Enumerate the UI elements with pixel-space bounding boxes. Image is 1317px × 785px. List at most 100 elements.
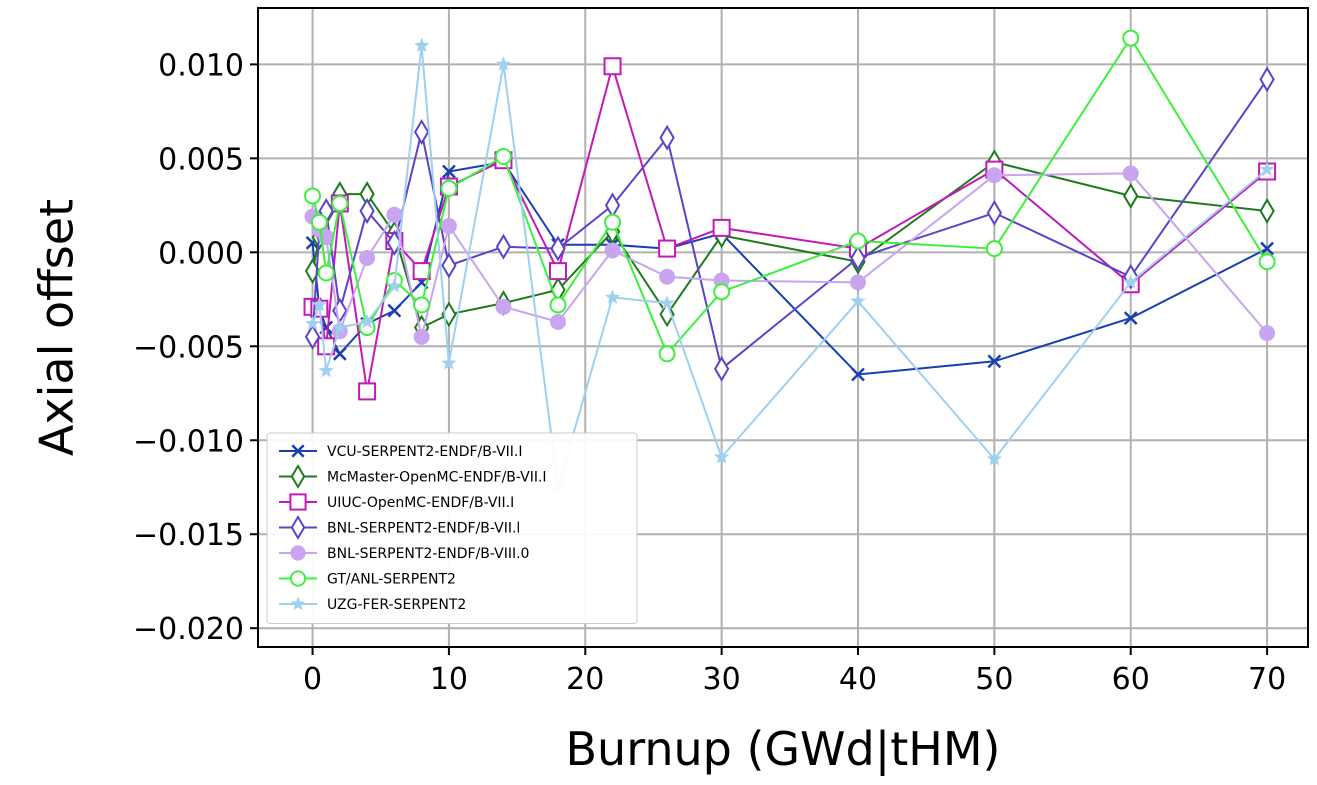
data-point xyxy=(1123,274,1139,289)
data-point xyxy=(550,313,566,330)
series-group xyxy=(304,29,1276,363)
data-point xyxy=(441,252,457,279)
data-point xyxy=(494,147,512,165)
x-tick-label: 70 xyxy=(1248,662,1286,697)
x-axis-label: Burnup (GWd|tHM) xyxy=(566,722,1001,777)
data-point xyxy=(387,303,402,318)
data-point xyxy=(659,268,676,285)
y-axis-label: Axial offset xyxy=(30,199,84,456)
y-tick-label: −0.005 xyxy=(133,330,244,365)
legend-marker xyxy=(289,570,307,587)
x-tick-label: 0 xyxy=(303,662,322,697)
y-tick-label: −0.020 xyxy=(133,612,244,647)
legend-marker xyxy=(290,596,306,611)
data-point xyxy=(1259,325,1276,342)
legend-marker xyxy=(289,493,307,511)
y-tick-label: −0.015 xyxy=(133,518,244,553)
x-tick-label: 30 xyxy=(703,662,741,697)
data-point xyxy=(311,296,327,312)
data-point xyxy=(331,194,349,212)
data-point xyxy=(413,328,430,345)
legend-label: BNL-SERPENT2-ENDF/B-VIII.0 xyxy=(327,546,529,562)
data-point xyxy=(659,301,675,328)
data-point xyxy=(318,362,334,378)
data-point xyxy=(712,218,731,237)
data-point xyxy=(985,240,1003,258)
legend-label: McMaster-OpenMC-ENDF/B-VII.I xyxy=(327,470,547,486)
data-point xyxy=(386,229,403,256)
data-point xyxy=(604,242,621,259)
data-point xyxy=(659,124,675,151)
data-point xyxy=(386,206,403,223)
data-point xyxy=(495,298,512,315)
data-point xyxy=(986,167,1003,184)
axis-ticks: 0 10 20 30 40 50 60 70 0.010 0.005 0.000 −0.005 −0.0… xyxy=(133,48,1286,697)
data-point xyxy=(442,164,456,179)
data-point xyxy=(1259,161,1275,177)
legend: VCU-SERPENT2-ENDF/B-VII.I McMaster-OpenMC… xyxy=(266,432,638,624)
data-point xyxy=(986,451,1002,466)
data-point xyxy=(987,354,1002,369)
data-point xyxy=(304,323,321,350)
x-tick-label: 10 xyxy=(430,662,468,697)
data-point xyxy=(658,239,677,258)
data-point xyxy=(986,199,1003,226)
legend-label: VCU-SERPENT2-ENDF/B-VII.I xyxy=(327,444,523,460)
data-point xyxy=(549,262,567,281)
legend-marker xyxy=(291,444,305,458)
legend-marker xyxy=(290,515,306,540)
legend-marker xyxy=(290,545,306,561)
data-point xyxy=(414,37,430,53)
x-tick-label: 60 xyxy=(1112,662,1150,697)
y-tick-label: −0.010 xyxy=(133,424,244,459)
series-group xyxy=(304,37,1275,494)
data-point xyxy=(359,198,375,224)
data-point xyxy=(1260,241,1274,256)
data-point xyxy=(440,179,458,197)
data-point xyxy=(714,449,730,464)
data-point xyxy=(332,346,347,361)
x-tick-label: 50 xyxy=(975,662,1013,697)
legend-label: UZG-FER-SERPENT2 xyxy=(327,597,466,613)
data-point xyxy=(441,355,457,370)
data-point xyxy=(603,57,622,76)
data-point xyxy=(850,274,866,291)
data-point xyxy=(332,319,348,334)
y-tick-label: 0.005 xyxy=(158,142,244,177)
data-point xyxy=(1258,253,1276,271)
data-point xyxy=(851,367,865,382)
data-point xyxy=(1123,182,1139,209)
data-point xyxy=(1259,66,1275,93)
legend-label: GT/ANL-SERPENT2 xyxy=(327,572,456,588)
data-point xyxy=(359,313,375,329)
data-point xyxy=(358,382,377,401)
x-tick-label: 40 xyxy=(839,662,877,697)
legend-marker xyxy=(290,464,306,489)
data-point xyxy=(549,296,567,314)
legend-box xyxy=(266,432,638,624)
data-point xyxy=(849,232,867,250)
plot-frame xyxy=(257,7,1309,648)
data-point xyxy=(495,56,512,71)
data-point xyxy=(1122,165,1139,182)
data-point xyxy=(604,192,621,219)
data-point xyxy=(713,283,731,301)
y-tick-label: 0.000 xyxy=(158,236,244,271)
data-point xyxy=(550,235,566,262)
data-point xyxy=(659,295,675,310)
data-point xyxy=(413,119,430,146)
y-tick-label: 0.010 xyxy=(158,48,244,83)
data-point xyxy=(310,213,328,231)
data-point xyxy=(495,233,512,260)
data-point xyxy=(413,296,431,314)
data-point xyxy=(658,345,676,363)
data-point xyxy=(713,355,730,382)
legend-label: BNL-SERPENT2-ENDF/B-VII.l xyxy=(327,521,520,537)
data-point xyxy=(1259,198,1275,224)
data-point xyxy=(1123,311,1138,325)
data-point xyxy=(317,264,335,282)
data-point xyxy=(359,249,376,266)
data-point xyxy=(440,218,457,235)
x-tick-label: 20 xyxy=(566,662,604,697)
legend-label: UIUC-OpenMC-ENDF/B-VII.I xyxy=(327,495,514,511)
